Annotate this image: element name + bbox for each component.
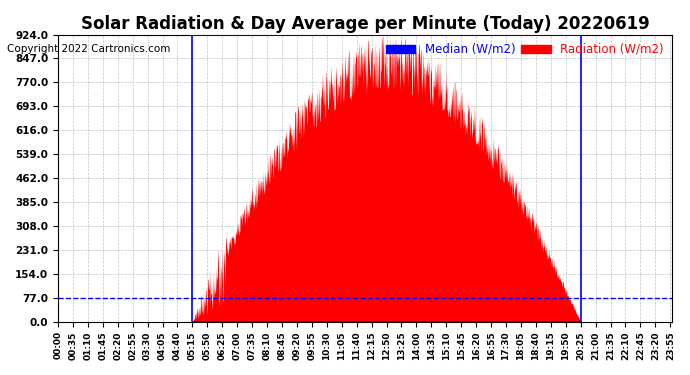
Bar: [193, 34, 581, 321]
Legend: Median (W/m2), Radiation (W/m2): Median (W/m2), Radiation (W/m2): [383, 40, 666, 58]
Title: Solar Radiation & Day Average per Minute (Today) 20220619: Solar Radiation & Day Average per Minute…: [81, 15, 649, 33]
Text: Copyright 2022 Cartronics.com: Copyright 2022 Cartronics.com: [7, 45, 170, 54]
